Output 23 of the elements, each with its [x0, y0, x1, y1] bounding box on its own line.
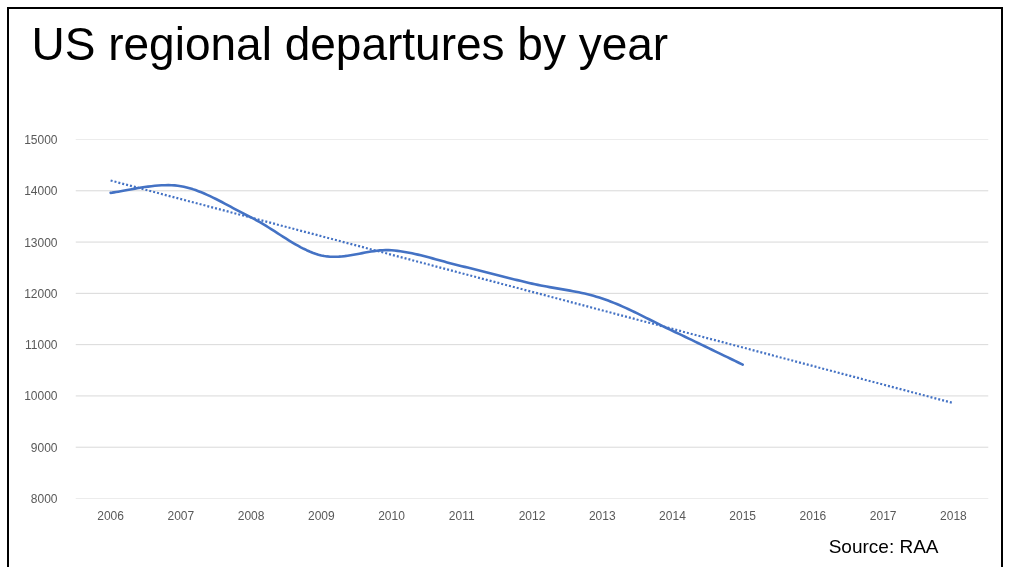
- x-tick-label: 2009: [307, 508, 335, 523]
- x-tick-label: 2013: [588, 508, 616, 523]
- chart-title: US regional departures by year: [31, 17, 669, 70]
- y-tick-label: 9000: [30, 440, 58, 455]
- x-tick-label: 2018: [940, 508, 968, 523]
- y-tick-label: 11000: [25, 338, 58, 353]
- source-note: Source: RAA: [828, 535, 939, 557]
- x-tick-label: 2017: [869, 508, 897, 523]
- x-tick-label: 2015: [729, 508, 757, 523]
- y-tick-label: 8000: [30, 492, 58, 506]
- y-tick-label: 14000: [24, 184, 58, 199]
- x-tick-label: 2016: [799, 508, 827, 523]
- y-tick-label: 12000: [24, 286, 58, 301]
- x-tick-label: 2014: [659, 508, 687, 523]
- x-tick-label: 2006: [97, 508, 125, 523]
- x-tick-label: 2011: [448, 508, 475, 523]
- y-tick-label: 10000: [24, 389, 58, 404]
- x-tick-label: 2012: [518, 508, 546, 523]
- y-tick-label: 13000: [24, 235, 58, 250]
- x-tick-label: 2010: [378, 508, 406, 523]
- y-tick-label: 15000: [24, 133, 58, 147]
- x-tick-label: 2007: [167, 508, 195, 523]
- x-tick-label: 2008: [237, 508, 265, 523]
